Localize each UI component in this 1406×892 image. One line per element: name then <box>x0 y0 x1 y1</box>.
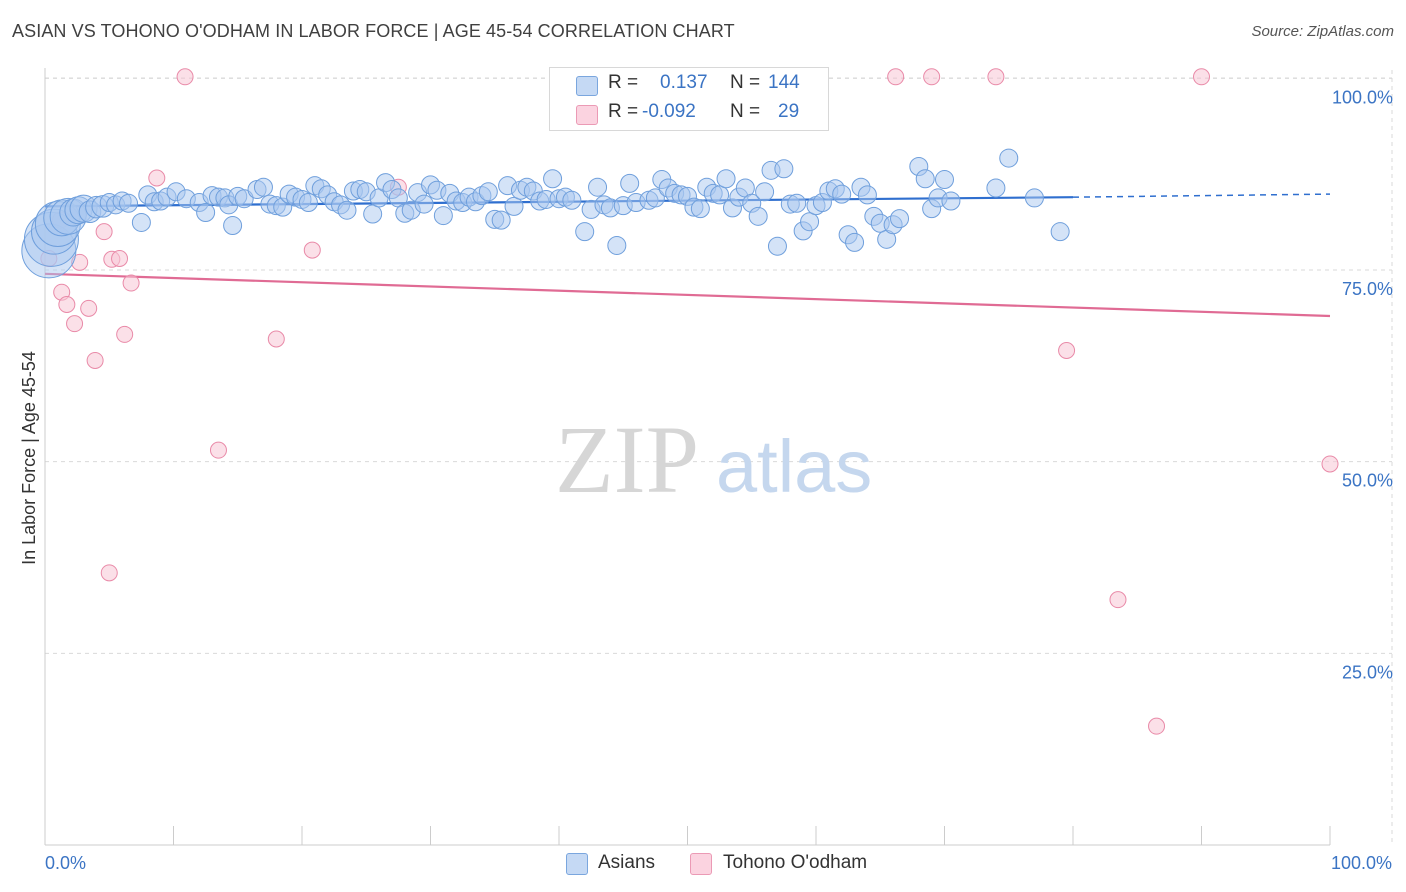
asian-point <box>787 193 807 213</box>
asian-point <box>223 216 243 236</box>
x-tick-label-min: 0.0% <box>45 853 86 873</box>
tohono-point <box>267 330 285 348</box>
legend-n-label: N = <box>730 101 761 122</box>
data-points <box>21 68 1339 735</box>
asian-point <box>755 182 775 202</box>
tohono-point <box>100 564 118 582</box>
tohono-point <box>80 299 98 317</box>
tohono-point <box>66 315 84 333</box>
asian-point <box>491 210 511 230</box>
tohono-point <box>176 68 194 86</box>
asian-point <box>716 169 736 189</box>
asian-point <box>890 209 910 229</box>
asian-point <box>986 178 1006 198</box>
asian-point <box>1050 222 1070 242</box>
legend-n-value-tohono: 29 <box>778 101 800 122</box>
tohono-point <box>303 241 321 259</box>
legend-swatch-tohono <box>690 853 712 875</box>
asian-point <box>363 204 383 224</box>
asian-point <box>543 169 563 189</box>
stats-legend: R = 0.137 N = 144 R = -0.092 N = 29 <box>549 67 829 131</box>
asian-point <box>131 212 151 232</box>
source-label: Source: ZipAtlas.com <box>1251 23 1394 40</box>
y-tick-label: 50.0% <box>1342 471 1393 491</box>
asian-point <box>588 177 608 197</box>
tohono-point <box>209 441 227 459</box>
tohono-point <box>58 296 76 313</box>
y-axis-label: In Labor Force | Age 45-54 <box>19 351 39 565</box>
asian-point <box>234 189 254 209</box>
gridlines <box>45 70 1393 845</box>
asian-point <box>478 182 498 202</box>
asian-point <box>845 232 865 252</box>
asian-point <box>337 200 357 220</box>
tohono-point <box>111 250 129 267</box>
asian-point <box>298 193 318 213</box>
tohono-point <box>1193 68 1210 86</box>
tohono-point <box>122 274 140 292</box>
y-tick-label: 100.0% <box>1332 87 1393 107</box>
tohono-point <box>1321 455 1339 473</box>
asian-point <box>915 169 935 189</box>
asian-point <box>196 203 216 222</box>
y-tick-label: 75.0% <box>1342 279 1393 299</box>
asian-point <box>253 177 273 197</box>
asian-point <box>774 159 794 179</box>
asian-point <box>504 196 524 216</box>
asian-point <box>433 206 453 226</box>
tohono-point <box>116 325 134 343</box>
legend-swatch-tohono <box>576 105 598 125</box>
legend-r-label: R = <box>608 72 639 93</box>
legend-r-value-tohono: -0.092 <box>642 101 696 122</box>
asian-point <box>1024 188 1044 208</box>
axis-labels: 0.0% 100.0% 25.0% 50.0% 75.0% 100.0% In Labor … <box>19 87 1393 873</box>
tohono-point <box>1148 717 1166 735</box>
asian-point <box>119 193 139 213</box>
tohono-point <box>95 223 113 241</box>
legend-swatch-asians <box>576 76 598 96</box>
asian-point <box>935 170 954 190</box>
asian-point <box>645 188 665 208</box>
watermark-zip: ZIP <box>555 406 699 513</box>
tohono-point <box>987 68 1005 86</box>
asian-point <box>800 212 820 232</box>
asian-point <box>832 184 852 204</box>
legend-n-value-asians: 144 <box>768 72 800 93</box>
tohono-point <box>887 68 905 86</box>
legend-row-asians: R = 0.137 N = 144 <box>550 72 828 100</box>
tohono-point <box>86 351 104 369</box>
tohono-trend-line <box>44 272 1331 318</box>
asian-point <box>748 206 768 226</box>
asian-point <box>607 235 627 255</box>
asian-point <box>941 191 961 211</box>
asian-trend-extension <box>1072 193 1331 198</box>
tohono-point <box>148 169 166 187</box>
legend-label-tohono: Tohono O'odham <box>723 852 868 873</box>
asian-point <box>690 199 710 219</box>
asian-point <box>767 236 787 256</box>
axes <box>44 68 1331 846</box>
x-tick-label-max: 100.0% <box>1331 853 1392 873</box>
asian-point <box>620 173 640 193</box>
legend-r-label: R = <box>608 101 639 122</box>
legend-row-tohono: R = -0.092 N = 29 <box>550 101 828 129</box>
tohono-point <box>923 68 941 86</box>
asian-point <box>710 185 730 205</box>
tohono-point <box>1058 342 1076 359</box>
legend-n-label: N = <box>730 72 761 93</box>
asian-point <box>414 194 434 214</box>
legend-label-asians: Asians <box>598 852 656 873</box>
asian-point <box>575 222 595 242</box>
chart-title: ASIAN VS TOHONO O'ODHAM IN LABOR FORCE |… <box>12 21 735 41</box>
legend-swatch-asians <box>566 853 588 875</box>
asian-point <box>857 185 877 205</box>
asian-point <box>562 190 582 210</box>
legend-r-value-asians: 0.137 <box>660 72 708 93</box>
y-tick-label: 25.0% <box>1342 662 1393 682</box>
tohono-point <box>1109 591 1127 609</box>
asian-point <box>999 148 1019 168</box>
watermark-atlas: atlas <box>716 425 872 508</box>
